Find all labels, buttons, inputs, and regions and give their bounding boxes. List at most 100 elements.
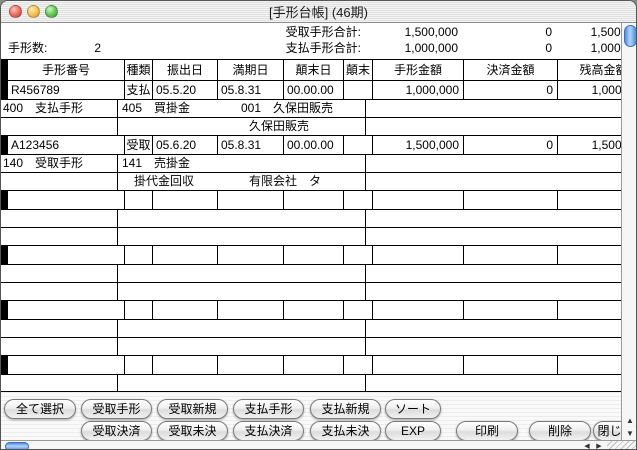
record-note-row: 久保田販売 [1,118,621,136]
issue-date-cell: 05.6.20 [153,136,218,154]
empty-sub-row [1,283,621,301]
summary-area: 受取手形合計: 1,500,000 0 1,500,000 手形数: 2 支払手… [1,23,621,59]
empty-cell [558,356,621,374]
empty-sub-row [1,338,621,356]
company-text: 久保田販売 [249,119,310,133]
balance-amount-cell: 1,500,000 [591,138,621,152]
col-header-settled-amount: 決済金額 [464,60,558,80]
empty-cell [366,210,621,227]
disposal-cell [344,136,373,154]
horizontal-scrollbar[interactable]: ◀ ▶ [1,440,607,450]
col-header-bill-amount: 手形金額 [373,60,464,80]
payable-total-balance: 1,000,000 [590,41,621,55]
bill-ledger-table: 手形番号 種類 振出日 満期日 顛末日 顛末 手形金額 決済金額 残高金額 R4… [1,59,621,392]
record-main-row[interactable]: R456789 支払 05.5.20 05.8.31 00.00.00 1,00… [1,81,621,100]
record-block-2: A123456 受取 05.6.20 05.8.31 00.00.00 1,50… [1,136,621,191]
table-header-row: 手形番号 種類 振出日 満期日 顛末日 顛末 手形金額 決済金額 残高金額 [1,60,621,81]
account2-cell: 141 売掛金 [118,155,366,172]
account-row-blank [366,155,621,172]
empty-cell [464,191,558,209]
empty-cell [464,246,558,264]
empty-record-block [1,301,621,356]
empty-cell [366,375,621,391]
empty-cell [218,356,284,374]
note-left-cell [1,173,118,190]
close-window-icon[interactable] [9,5,22,18]
note-row-blank [366,118,621,135]
empty-cell [366,228,621,245]
col-header-type: 種類 [125,60,153,80]
note-text: 掛代金回収 [134,174,195,188]
note-row-blank [366,173,621,190]
empty-cell [1,228,118,245]
empty-cell [125,246,153,264]
scroll-down-icon[interactable]: ▼ [626,429,634,438]
horizontal-scrollbar-thumb[interactable] [5,442,29,449]
col-header-issue-date: 振出日 [153,60,218,80]
payable-unsettled-button[interactable]: 支払未決 [310,421,381,441]
empty-cell [464,301,558,319]
issue-date-cell: 05.5.20 [153,81,218,99]
vertical-scrollbar[interactable]: ▲ ▼ [621,23,636,440]
record-account-row: 140 受取手形 141 売掛金 [1,155,621,173]
account1-cell: 140 受取手形 [1,155,118,172]
due-date-cell: 05.8.31 [218,136,284,154]
partner-text: 001 久保田販売 [241,101,334,115]
type-cell: 受取 [125,136,153,154]
empty-cell [1,283,118,300]
receivable-settled-button[interactable]: 受取決済 [81,421,152,441]
empty-sub-row [1,265,621,283]
empty-sub-row [1,320,621,338]
account-row-blank [366,100,621,117]
button-area: 全て選択 受取手形 受取新規 支払手形 支払新規 ソート 受取決済 受取未決 支… [1,392,636,441]
col-header-balance-amount: 残高金額 [579,63,621,77]
sort-button[interactable]: ソート [385,399,441,419]
scroll-right-icon[interactable]: ▶ [596,443,602,450]
empty-cell [218,246,284,264]
receivable-bill-button[interactable]: 受取手形 [81,399,152,419]
payable-bill-button[interactable]: 支払手形 [233,399,304,419]
note-cell: 掛代金回収 有限会社 タ [118,173,366,190]
payable-new-button[interactable]: 支払新規 [310,399,381,419]
empty-cell [284,356,344,374]
record-note-row: 掛代金回収 有限会社 タ [1,173,621,191]
receivable-unsettled-button[interactable]: 受取未決 [157,421,228,441]
empty-cell [366,265,621,282]
record-indicator-cell [1,191,8,209]
col-header-disposal: 顛末 [344,60,373,80]
empty-cell [1,375,118,391]
empty-cell [558,301,621,319]
empty-cell [118,338,366,355]
scroll-up-icon[interactable]: ▲ [626,416,634,425]
disposal-date-cell: 00.00.00 [284,136,344,154]
print-button[interactable]: 印刷 [456,421,518,441]
empty-cell [218,191,284,209]
empty-cell [284,246,344,264]
receivable-total-line: 受取手形合計: 1,500,000 0 1,500,000 [1,25,621,40]
payable-settled-button[interactable]: 支払決済 [233,421,304,441]
scroll-left-icon[interactable]: ◀ [584,443,590,450]
select-all-button[interactable]: 全て選択 [4,399,76,419]
empty-cell [1,338,118,355]
record-main-row[interactable]: A123456 受取 05.6.20 05.8.31 00.00.00 1,50… [1,136,621,155]
minimize-window-icon[interactable] [27,5,40,18]
header-indicator-cell [1,60,8,80]
payable-total-amount: 1,000,000 [404,41,458,55]
export-button[interactable]: EXP [385,421,441,441]
col-header-due-date: 満期日 [218,60,284,80]
disposal-date-cell: 00.00.00 [284,81,344,99]
delete-button[interactable]: 削除 [529,421,591,441]
empty-cell [373,356,464,374]
zoom-window-icon[interactable] [45,5,58,18]
empty-cell [1,210,118,227]
empty-cell [8,246,125,264]
account1-cell: 400 支払手形 [1,100,118,117]
col-header-bill-no: 手形番号 [8,60,125,80]
resize-grip[interactable] [607,440,636,449]
empty-cell [344,301,373,319]
window-content: 受取手形合計: 1,500,000 0 1,500,000 手形数: 2 支払手… [1,23,636,449]
receivable-new-button[interactable]: 受取新規 [157,399,228,419]
vertical-scrollbar-thumb[interactable] [624,25,636,47]
empty-sub-row [1,228,621,246]
payable-total-settled: 0 [545,41,552,55]
